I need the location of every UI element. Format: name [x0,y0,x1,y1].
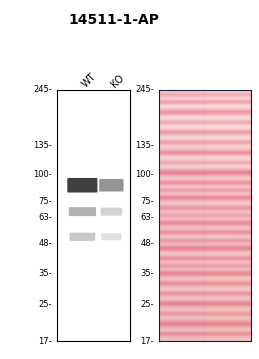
Text: WT: WT [80,71,98,89]
Text: 48-: 48- [140,239,154,248]
Text: 25-: 25- [141,300,154,309]
Text: 245-: 245- [33,85,52,94]
Text: 245-: 245- [135,85,154,94]
Text: 63-: 63- [38,213,52,222]
Text: KO: KO [109,73,126,89]
Text: 135-: 135- [33,141,52,150]
Text: 17-: 17- [38,336,52,346]
FancyBboxPatch shape [101,233,121,241]
FancyBboxPatch shape [69,233,95,241]
FancyBboxPatch shape [67,178,97,192]
FancyBboxPatch shape [69,207,96,216]
FancyBboxPatch shape [99,179,124,192]
Text: 135-: 135- [135,141,154,150]
Text: 14511-1-AP: 14511-1-AP [68,13,160,27]
Text: 17-: 17- [140,336,154,346]
Text: 35-: 35- [140,269,154,278]
Text: 75-: 75- [140,197,154,206]
Text: 100-: 100- [135,170,154,179]
Text: 35-: 35- [38,269,52,278]
FancyBboxPatch shape [101,208,122,216]
Text: 63-: 63- [140,213,154,222]
Text: 75-: 75- [38,197,52,206]
Text: 48-: 48- [38,239,52,248]
Text: 25-: 25- [38,300,52,309]
Text: 100-: 100- [33,170,52,179]
